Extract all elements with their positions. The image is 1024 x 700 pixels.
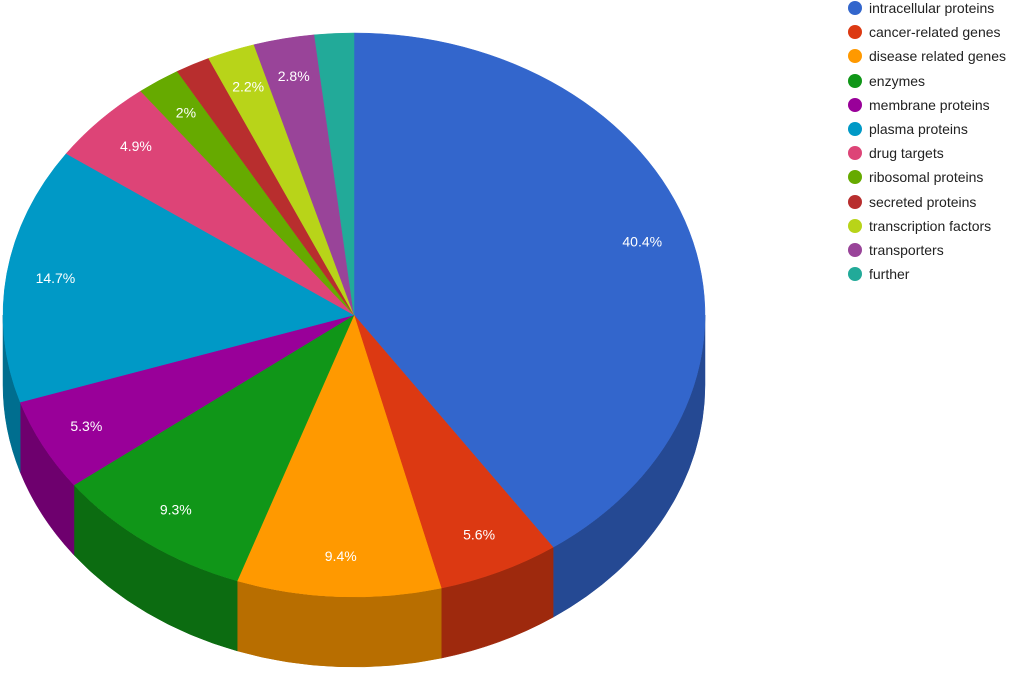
legend-swatch-plasma-proteins: [848, 122, 862, 137]
legend-item-cancer-related-genes[interactable]: cancer-related genes: [848, 20, 1006, 44]
legend-swatch-transporters: [848, 242, 862, 257]
pie-slice-plasma-proteins[interactable]: [2, 153, 355, 403]
pie-labels-layer: 40.4% 5.6% 9.4% 9.3% 5.3% 14.7% 4.9% 2% 2.2% 2.8%: [36, 68, 663, 564]
legend-label-disease-related-genes: disease related genes: [869, 48, 1006, 65]
legend-item-further[interactable]: further: [848, 262, 1006, 286]
slice-label-transcription-factors: 2.2%: [232, 79, 264, 95]
legend-item-transporters[interactable]: transporters: [848, 238, 1006, 262]
legend-swatch-ribosomal-proteins: [848, 170, 862, 185]
legend-swatch-further: [848, 267, 862, 282]
legend-label-secreted-proteins: secreted proteins: [869, 193, 977, 210]
legend-swatch-secreted-proteins: [848, 194, 862, 209]
legend-label-ribosomal-proteins: ribosomal proteins: [869, 169, 984, 186]
legend-item-disease-related-genes[interactable]: disease related genes: [848, 44, 1006, 68]
legend-label-plasma-proteins: plasma proteins: [869, 121, 968, 138]
legend-label-drug-targets: drug targets: [869, 145, 944, 162]
legend-item-secreted-proteins[interactable]: secreted proteins: [848, 190, 1006, 214]
slice-label-ribosomal-proteins: 2%: [176, 104, 196, 120]
legend-item-enzymes[interactable]: enzymes: [848, 69, 1006, 93]
pie-depth-layer: [2, 314, 706, 668]
legend-swatch-transcription-factors: [848, 218, 862, 233]
slice-label-disease-related-genes: 9.4%: [325, 548, 357, 564]
pie-slice-intracellular-proteins[interactable]: [353, 32, 706, 548]
legend-item-plasma-proteins[interactable]: plasma proteins: [848, 117, 1006, 141]
legend-swatch-intracellular-proteins: [848, 1, 862, 16]
legend-swatch-enzymes: [848, 73, 862, 88]
legend-label-transporters: transporters: [869, 241, 944, 258]
legend-item-drug-targets[interactable]: drug targets: [848, 141, 1006, 165]
legend-swatch-drug-targets: [848, 146, 862, 161]
pie-top-layer: [2, 32, 706, 598]
legend-item-intracellular-proteins[interactable]: intracellular proteins: [848, 0, 1006, 20]
slice-label-plasma-proteins: 14.7%: [36, 270, 76, 286]
legend-label-cancer-related-genes: cancer-related genes: [869, 24, 1001, 41]
legend-swatch-disease-related-genes: [848, 49, 862, 64]
legend-label-enzymes: enzymes: [869, 72, 926, 89]
legend-label-intracellular-proteins: intracellular proteins: [869, 0, 995, 17]
legend-swatch-cancer-related-genes: [848, 25, 862, 40]
legend-label-further: further: [869, 266, 910, 283]
pie-slice-further[interactable]: [314, 32, 355, 316]
legend-item-transcription-factors[interactable]: transcription factors: [848, 214, 1006, 238]
legend-item-ribosomal-proteins[interactable]: ribosomal proteins: [848, 165, 1006, 189]
pie-slice-disease-related-genes[interactable]: [236, 314, 442, 598]
slice-label-enzymes: 9.3%: [160, 501, 192, 517]
legend-label-transcription-factors: transcription factors: [869, 217, 992, 234]
slice-label-transporters: 2.8%: [278, 68, 310, 84]
legend-item-membrane-proteins[interactable]: membrane proteins: [848, 93, 1006, 117]
legend-label-membrane-proteins: membrane proteins: [869, 96, 990, 113]
slice-label-membrane-proteins: 5.3%: [70, 418, 102, 434]
slice-label-intracellular-proteins: 40.4%: [622, 234, 662, 250]
chart-legend: intracellular proteins cancer-related gen…: [848, 0, 1006, 286]
pie-slice-enzymes[interactable]: [73, 314, 355, 582]
slice-label-cancer-related-genes: 5.6%: [463, 526, 495, 542]
legend-swatch-membrane-proteins: [848, 97, 862, 112]
slice-label-drug-targets: 4.9%: [120, 138, 152, 154]
